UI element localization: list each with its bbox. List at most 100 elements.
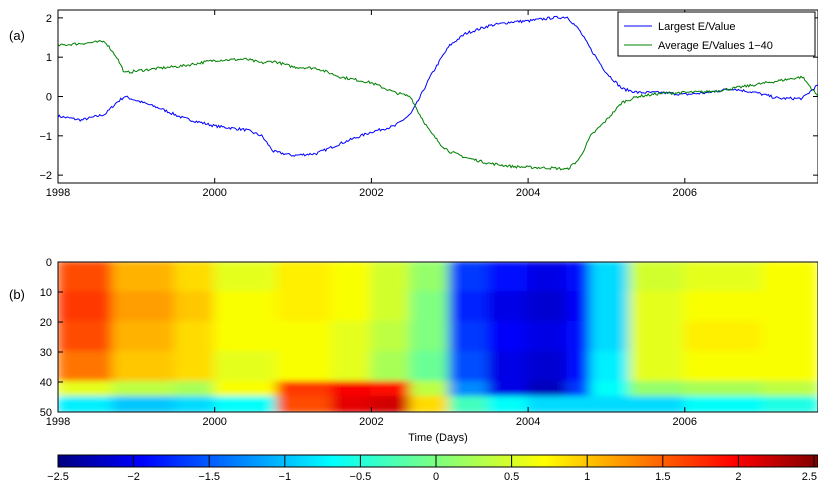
heatmap-cell [276, 291, 334, 323]
y-tick-label-b: 40 [40, 377, 52, 389]
heatmap-cell [527, 291, 569, 323]
heatmap-cell [683, 262, 765, 293]
heatmap-cell [58, 321, 114, 353]
colorbar-tick-label: −2 [127, 471, 140, 483]
y-tick-label-a: −1 [39, 131, 52, 143]
legend-entry-largest: Largest E/Value [658, 21, 735, 33]
heatmap-cell [213, 351, 279, 383]
heatmap-cell [762, 321, 818, 353]
heatmap-cell [589, 381, 631, 398]
colorbar-tick-label: 0 [433, 471, 439, 483]
heatmap-cell [370, 381, 412, 398]
heatmap-cell [683, 381, 765, 398]
heatmap-cell [213, 291, 279, 323]
x-tick-label-a: 2000 [202, 187, 226, 199]
series-lines [58, 15, 818, 171]
heatmap-cell [58, 381, 114, 398]
y-tick-label-b: 0 [46, 257, 52, 269]
heatmap-cell [276, 381, 334, 398]
heatmap-cell [331, 396, 373, 412]
heatmap-cell [628, 351, 686, 383]
heatmap-cell [331, 291, 373, 323]
heatmap-cell [566, 351, 592, 383]
heatmap-cell [409, 262, 451, 293]
heatmap-cell [331, 321, 373, 353]
heatmap-cell [448, 291, 490, 323]
heatmap-cell [174, 321, 216, 353]
heatmap-cell [487, 396, 530, 412]
heatmap-cell [213, 396, 279, 412]
x-tick-label-b: 2002 [359, 416, 383, 428]
heatmap-cell [111, 381, 177, 398]
series-line-1 [58, 40, 818, 171]
heatmap-cell [409, 291, 451, 323]
colorbar-tick-label: 1.5 [655, 471, 670, 483]
heatmap-cell [527, 262, 569, 293]
x-tick-label-a: 1998 [46, 187, 70, 199]
heatmap-cell [370, 396, 412, 412]
heatmap-cell [487, 351, 530, 383]
y-tick-label-b: 30 [40, 347, 52, 359]
heatmap-cell [683, 291, 765, 323]
heatmap-cell [683, 396, 765, 412]
y-tick-label-b: 20 [40, 317, 52, 329]
heatmap-cell [370, 321, 412, 353]
heatmap-cell [370, 291, 412, 323]
y-tick-label-b: 50 [40, 407, 52, 419]
heatmap-cell [448, 321, 490, 353]
heatmap-cell [566, 291, 592, 323]
heatmap-cell [589, 321, 631, 353]
heatmap-cell [628, 396, 686, 412]
legend-entry-average: Average E/Values 1−40 [658, 40, 773, 52]
colorbar-tick-label: −0.5 [350, 471, 372, 483]
heatmap-cell [111, 291, 177, 323]
heatmap-cell [331, 381, 373, 398]
heatmap-cell [589, 291, 631, 323]
heatmap-cell [448, 396, 490, 412]
heatmap-cell [527, 396, 569, 412]
heatmap-cell [213, 262, 279, 293]
colorbar-tick-label: 0.5 [504, 471, 519, 483]
legend-box [617, 11, 816, 57]
heatmap-cell [111, 396, 177, 412]
heatmap-cell [527, 351, 569, 383]
heatmap-cell [527, 321, 569, 353]
x-tick-label-b: 2004 [516, 416, 540, 428]
heatmap-cell [762, 351, 818, 383]
heatmap-cell [448, 381, 490, 398]
colorbar: −2.5 −2 −1.5 −1 −0.5 0 0.5 1 1.5 2 2.5 [47, 454, 818, 483]
heatmap-cell [174, 351, 216, 383]
colorbar-tick-label: −1.5 [198, 471, 220, 483]
colorbar-tick-label: 2 [735, 471, 741, 483]
heatmap-cell [276, 396, 334, 412]
heatmap-cell [409, 381, 451, 398]
colorbar-tick-label: −1 [279, 471, 292, 483]
heatmap-cell [58, 262, 114, 293]
heatmap-cell [174, 381, 216, 398]
heatmap-cells [58, 262, 818, 412]
heatmap-cell [409, 396, 451, 412]
heatmap-cell [213, 381, 279, 398]
x-tick-label-a: 2006 [673, 187, 697, 199]
heatmap-cell [566, 262, 592, 293]
y-tick-label-b: 10 [40, 287, 52, 299]
heatmap-cell [276, 351, 334, 383]
heatmap-cell [409, 321, 451, 353]
heatmap-cell [409, 351, 451, 383]
heatmap-cell [566, 396, 592, 412]
heatmap-cell [762, 262, 818, 293]
heatmap-cell [331, 351, 373, 383]
x-tick-label-b: 2006 [673, 416, 697, 428]
heatmap-cell [628, 291, 686, 323]
heatmap-cell [174, 262, 216, 293]
heatmap-cell [762, 396, 818, 412]
heatmap-cell [762, 381, 818, 398]
heatmap-cell [213, 321, 279, 353]
heatmap-cell [566, 321, 592, 353]
heatmap-cell [762, 291, 818, 323]
heatmap-cell [58, 396, 114, 412]
x-tick-label-b: 1998 [46, 416, 70, 428]
line-chart-panel: 2 1 0 −1 −2 1998 2000 2002 2004 2006 Largest E/V… [39, 9, 818, 199]
y-ticks-b: 0 10 20 30 40 50 [40, 257, 63, 419]
